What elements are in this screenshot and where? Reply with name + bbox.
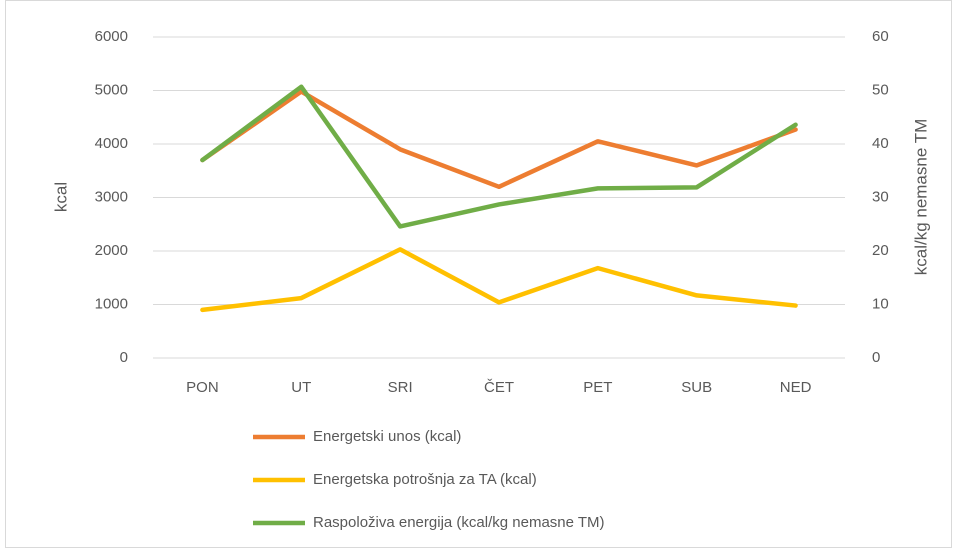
y-tick-label: 4000 [95,135,128,152]
x-tick-label: SRI [388,379,413,396]
series-line [200,247,798,313]
legend-label: Energetski unos (kcal) [313,428,461,445]
y-tick-label: 5000 [95,81,128,98]
legend-label: Energetska potrošnja za TA (kcal) [313,471,537,488]
x-tick-label: PET [583,379,612,396]
y2-axis-label: kcal/kg nemasne TM [911,119,930,276]
y-axis-label: kcal [51,182,70,212]
x-tick-label: ČET [484,379,514,396]
y2-tick-label: 0 [872,349,880,366]
y2-tick-label: 40 [872,135,889,152]
y2-tick-label: 60 [872,28,889,45]
x-tick-label: UT [291,379,311,396]
y2-tick-label: 50 [872,81,889,98]
series-line [200,84,798,229]
legend-label: Raspoloživa energija (kcal/kg nemasne TM… [313,514,605,531]
y2-tick-label: 30 [872,188,889,205]
y2-tick-label: 10 [872,295,889,312]
x-tick-label: SUB [681,379,712,396]
y-tick-label: 6000 [95,28,128,45]
y-tick-label: 2000 [95,242,128,259]
chart-border [5,0,952,548]
y-tick-label: 1000 [95,295,128,312]
series-line [200,89,798,190]
x-tick-label: PON [186,379,219,396]
y-tick-label: 0 [120,349,128,366]
y-tick-label: 3000 [95,188,128,205]
y2-tick-label: 20 [872,242,889,259]
x-tick-label: NED [780,379,812,396]
